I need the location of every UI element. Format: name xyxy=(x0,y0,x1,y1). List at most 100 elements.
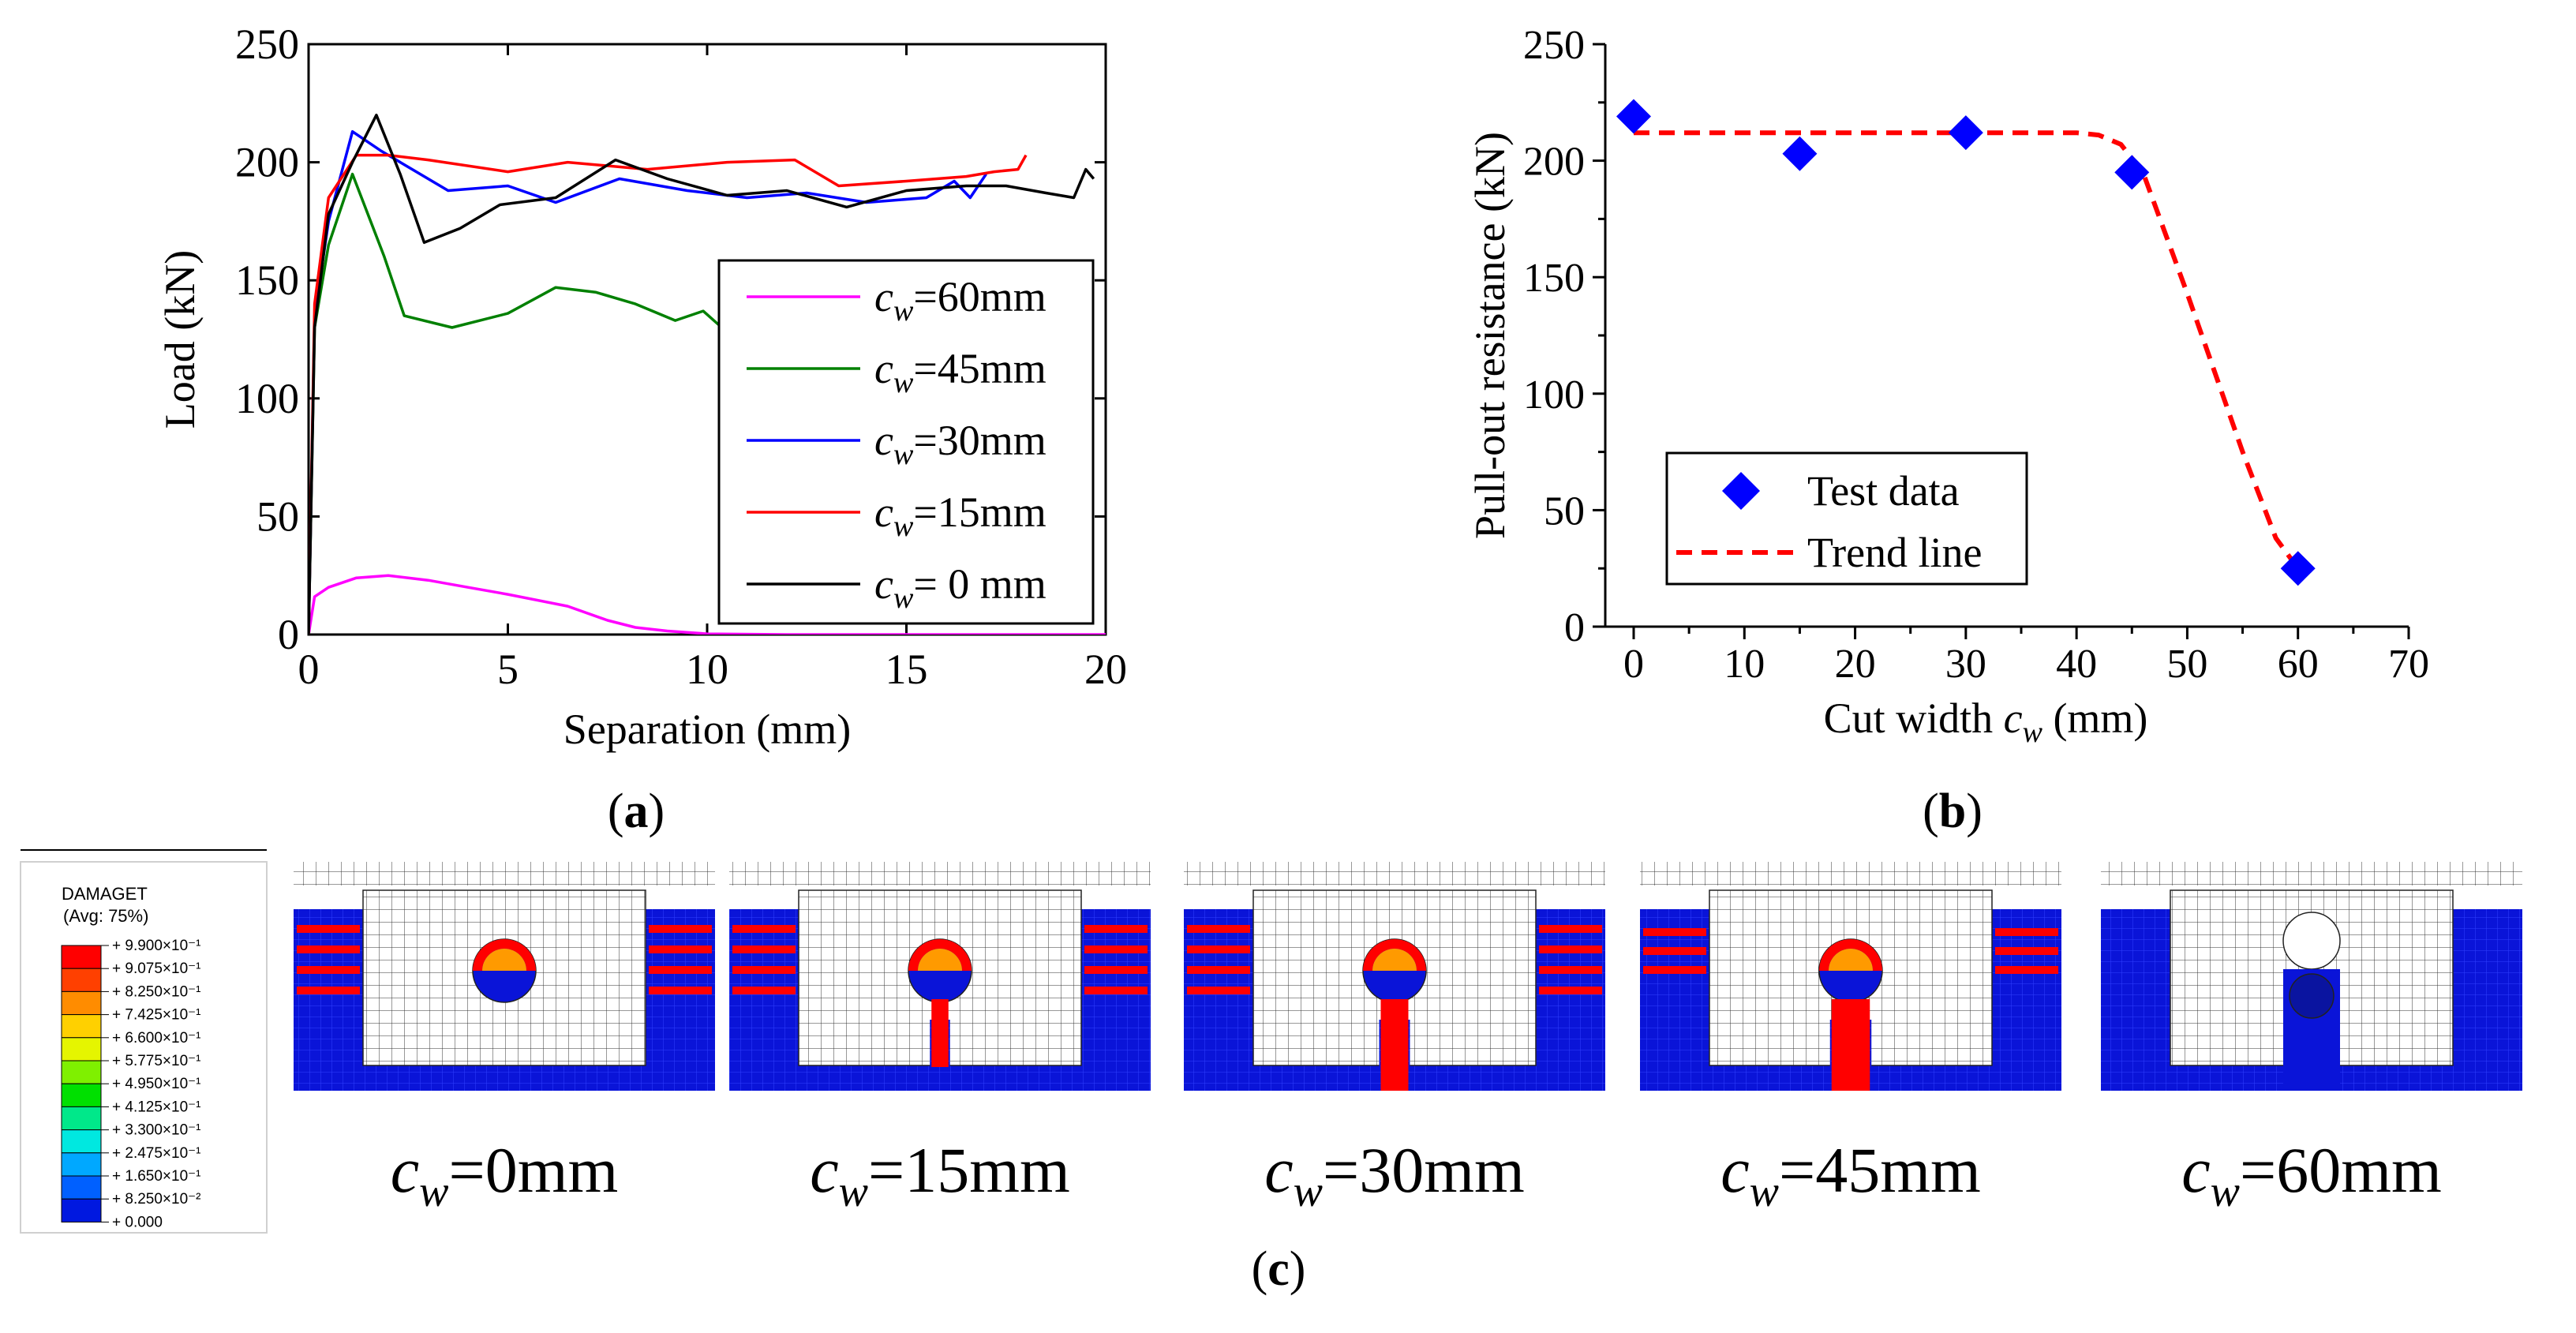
chart-b: 0 10 20 30 40 50 60 70 0 50 100 150 200 250 Cut width… xyxy=(1466,23,2429,749)
fe-panel: cw=15mm xyxy=(729,862,1151,1216)
fe-damage-bar-left xyxy=(297,925,360,933)
fe-damage-bar-left xyxy=(297,966,360,974)
legend-value: + 9.900×10⁻¹ xyxy=(112,938,201,954)
series-line xyxy=(309,574,1106,635)
fe-panel: cw=0mm xyxy=(294,862,715,1216)
y-tick-label: 200 xyxy=(1523,140,1585,185)
legend-label: cw=60mm xyxy=(874,273,1046,328)
x-tick-label: 0 xyxy=(1623,642,1644,687)
x-tick-label: 60 xyxy=(2278,642,2319,687)
fe-damage-bar-left xyxy=(732,945,796,953)
y-tick-label: 50 xyxy=(1544,489,1585,534)
chart-b-series xyxy=(1616,99,2316,586)
legend-label-test-data: Test data xyxy=(1807,467,1960,515)
legend-label: cw=30mm xyxy=(874,417,1046,471)
y-tick-label: 150 xyxy=(235,256,299,304)
chart-a-xlabel: Separation (mm) xyxy=(564,706,851,753)
y-tick-label: 250 xyxy=(235,21,299,68)
fe-panel: cw=45mm xyxy=(1640,862,2061,1216)
legend-title: DAMAGET xyxy=(62,884,148,904)
fe-damage-bar-right xyxy=(1539,966,1602,974)
series-line xyxy=(309,172,765,635)
fe-cut-damage xyxy=(1380,999,1409,1091)
data-point-diamond xyxy=(1616,99,1651,134)
fe-damage-bar-left xyxy=(1643,928,1706,936)
legend-color-swatch xyxy=(61,1014,102,1039)
legend-label: cw=15mm xyxy=(874,489,1046,543)
x-tick-label: 50 xyxy=(2166,642,2207,687)
legend-value: + 1.650×10⁻¹ xyxy=(112,1168,201,1185)
fe-damage-bar-right xyxy=(1995,928,2058,936)
fe-cut-damage xyxy=(931,999,949,1067)
legend-label: cw= 0 mm xyxy=(874,560,1046,615)
chart-b-ticks: 0 10 20 30 40 50 60 70 0 50 100 150 200 250 xyxy=(1523,23,2429,687)
fe-hole xyxy=(2282,912,2341,970)
y-tick-label: 0 xyxy=(278,611,299,658)
x-tick-label: 0 xyxy=(298,646,320,693)
y-tick-label: 150 xyxy=(1523,256,1585,301)
chart-a-legend-box xyxy=(717,259,1095,625)
chart-a-series xyxy=(309,114,1106,635)
data-point-diamond xyxy=(2280,551,2316,586)
legend-marker-diamond xyxy=(1722,472,1760,510)
chart-b-legend: Test data Trend line xyxy=(1665,451,2028,586)
legend-color-swatch xyxy=(61,1106,102,1131)
legend-color-swatch xyxy=(61,1083,102,1107)
fe-damage-bar-left xyxy=(297,945,360,953)
data-point-diamond xyxy=(2114,155,2150,190)
y-tick-label: 250 xyxy=(1523,23,1585,68)
x-tick-label: 30 xyxy=(1945,642,1986,687)
fe-bolt-damage-core xyxy=(482,949,526,971)
fe-damage-bar-right xyxy=(1995,966,2058,974)
legend-value: + 7.425×10⁻¹ xyxy=(112,1007,201,1024)
x-tick-label: 10 xyxy=(686,646,728,693)
legend-label: cw=45mm xyxy=(874,345,1046,399)
fe-damage-bar-left xyxy=(297,987,360,994)
legend-color-swatch xyxy=(61,1037,102,1062)
fe-damage-bar-right xyxy=(1995,947,2058,955)
legend-subtitle: (Avg: 75%) xyxy=(63,906,148,926)
fe-damage-bar-right xyxy=(1539,987,1602,994)
chart-a-legend-rows: cw=60mm cw=45mm cw=30mm cw=15mm cw= 0 mm xyxy=(747,273,1046,615)
fe-panel-label: cw=15mm xyxy=(810,1134,1070,1216)
fe-panel-label: cw=45mm xyxy=(1720,1134,1981,1216)
y-tick-label: 50 xyxy=(256,492,299,540)
y-tick-label: 100 xyxy=(235,375,299,422)
chart-b-legend-box xyxy=(1665,451,2028,586)
legend-value: + 6.600×10⁻¹ xyxy=(112,1030,201,1047)
fe-damage-bar-left xyxy=(1643,966,1706,974)
fe-damage-bar-right xyxy=(1539,945,1602,953)
legend-value: + 2.475×10⁻¹ xyxy=(112,1145,201,1162)
fe-panel: cw=30mm xyxy=(1184,862,1605,1216)
y-tick-label: 0 xyxy=(1564,605,1585,650)
series-line xyxy=(309,114,1095,635)
fe-top-strip xyxy=(1640,862,2061,886)
fe-top-strip xyxy=(294,862,715,886)
fe-damage-bar-right xyxy=(1084,945,1148,953)
fe-damage-bar-left xyxy=(1187,945,1250,953)
legend-color-swatch xyxy=(61,1129,102,1154)
legend-color-swatch xyxy=(61,1060,102,1084)
legend-value: + 8.250×10⁻¹ xyxy=(112,983,201,1000)
fe-damage-bar-left xyxy=(1643,947,1706,955)
legend-label-trend-line: Trend line xyxy=(1807,529,1983,576)
chart-b-ylabel: Pull-out resistance (kN) xyxy=(1466,132,1514,539)
fe-damage-bar-right xyxy=(649,925,712,933)
fe-bolt-damage-ring xyxy=(908,939,972,971)
x-tick-label: 5 xyxy=(497,646,519,693)
x-tick-label: 20 xyxy=(1084,646,1127,693)
fe-panel-label: cw=30mm xyxy=(1264,1134,1525,1216)
fe-damage-bar-left xyxy=(732,987,796,994)
damage-legend: DAMAGET (Avg: 75%) + 9.900×10⁻¹ + 9.075×1… xyxy=(20,849,268,1234)
legend-color-swatch xyxy=(61,1198,102,1223)
chart-b-xlabel: Cut width cw (mm) xyxy=(1824,695,2148,749)
fe-bolt-damage-core xyxy=(918,949,962,971)
fe-cut-damage xyxy=(1831,999,1870,1091)
fe-damage-bar-right xyxy=(1084,987,1148,994)
fe-damage-bar-right xyxy=(1084,966,1148,974)
fe-panels: cw=0mm cw=15mm cw=30mm cw=45mm cw=60mm xyxy=(294,862,2522,1216)
chart-a-legend: cw=60mm cw=45mm cw=30mm cw=15mm cw= 0 mm xyxy=(717,259,1095,625)
fe-bolt-damage-core xyxy=(1829,949,1873,971)
legend-value: + 9.075×10⁻¹ xyxy=(112,960,201,977)
